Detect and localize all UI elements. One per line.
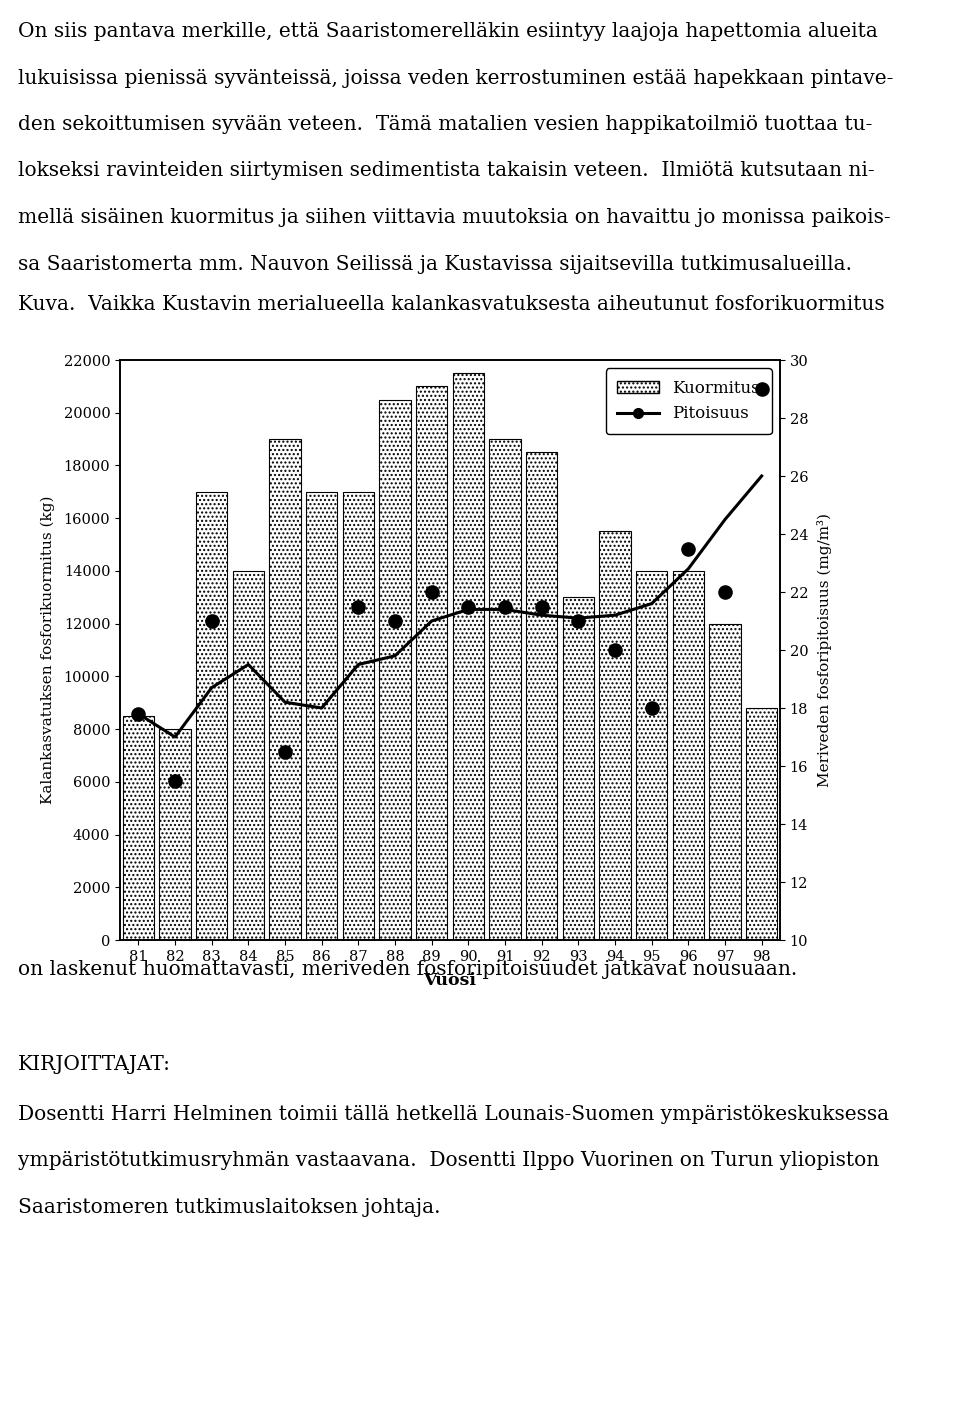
Text: lokseksi ravinteiden siirtymisen sedimentista takaisin veteen.  Ilmiötä kutsutaa: lokseksi ravinteiden siirtymisen sedimen…: [18, 161, 875, 181]
Point: [387, 609, 402, 632]
Bar: [709, 623, 740, 940]
Point: [424, 580, 440, 603]
Legend: Kuormitus, Pitoisuus: Kuormitus, Pitoisuus: [606, 368, 772, 434]
Point: [350, 595, 366, 617]
Point: [644, 696, 660, 719]
Point: [277, 740, 293, 763]
Text: KIRJOITTAJAT:: KIRJOITTAJAT:: [18, 1055, 171, 1074]
Text: ympäristötutkimusryhmän vastaavana.  Dosentti Ilppo Vuorinen on Turun yliopiston: ympäristötutkimusryhmän vastaavana. Dose…: [18, 1152, 879, 1171]
Bar: [196, 492, 228, 940]
Text: den sekoittumisen syvään veteen.  Tämä matalien vesien happikatoilmiö tuottaa tu: den sekoittumisen syvään veteen. Tämä ma…: [18, 116, 873, 134]
Text: on laskenut huomattavasti, meriveden fosforipitoisuudet jatkavat nousuaan.: on laskenut huomattavasti, meriveden fos…: [18, 960, 797, 980]
Point: [608, 639, 623, 662]
Point: [754, 378, 769, 401]
Bar: [159, 729, 191, 940]
Point: [204, 609, 219, 632]
Point: [131, 703, 146, 726]
Y-axis label: Meriveden fosforipitoisuus (mg/m³): Meriveden fosforipitoisuus (mg/m³): [817, 513, 831, 787]
Bar: [123, 716, 154, 940]
Bar: [636, 570, 667, 940]
Text: On siis pantava merkille, että Saaristomerelläkin esiintyy laajoja hapettomia al: On siis pantava merkille, että Saaristom…: [18, 21, 877, 41]
Text: mellä sisäinen kuormitus ja siihen viittavia muutoksia on havaittu jo monissa pa: mellä sisäinen kuormitus ja siihen viitt…: [18, 208, 891, 227]
Text: Kuva.  Vaikka Kustavin merialueella kalankasvatuksesta aiheutunut fosforikuormit: Kuva. Vaikka Kustavin merialueella kalan…: [18, 295, 884, 314]
Bar: [453, 374, 484, 940]
Point: [681, 538, 696, 560]
Bar: [379, 399, 411, 940]
Bar: [673, 570, 704, 940]
Bar: [270, 439, 300, 940]
Y-axis label: Kalankasvatuksen fosforikuormitus (kg): Kalankasvatuksen fosforikuormitus (kg): [41, 496, 55, 804]
Bar: [306, 492, 337, 940]
Bar: [416, 386, 447, 940]
Point: [461, 595, 476, 617]
X-axis label: Vuosi: Vuosi: [423, 973, 476, 990]
Text: Saaristomeren tutkimuslaitoksen johtaja.: Saaristomeren tutkimuslaitoksen johtaja.: [18, 1198, 441, 1216]
Bar: [526, 452, 557, 940]
Point: [570, 609, 586, 632]
Bar: [746, 707, 778, 940]
Bar: [343, 492, 373, 940]
Bar: [490, 439, 520, 940]
Bar: [599, 532, 631, 940]
Text: lukuisissa pienissä syvänteissä, joissa veden kerrostuminen estää hapekkaan pint: lukuisissa pienissä syvänteissä, joissa …: [18, 68, 894, 87]
Point: [167, 769, 182, 791]
Point: [534, 595, 549, 617]
Text: sa Saaristomerta mm. Nauvon Seilissä ja Kustavissa sijaitsevilla tutkimusalueill: sa Saaristomerta mm. Nauvon Seilissä ja …: [18, 254, 852, 274]
Bar: [232, 570, 264, 940]
Point: [497, 595, 513, 617]
Text: Dosentti Harri Helminen toimii tällä hetkellä Lounais-Suomen ympäristökeskuksess: Dosentti Harri Helminen toimii tällä het…: [18, 1105, 889, 1124]
Bar: [563, 597, 594, 940]
Point: [717, 580, 732, 603]
